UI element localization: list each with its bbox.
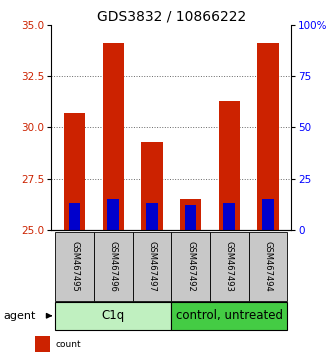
Bar — [223, 204, 235, 230]
Text: GSM467493: GSM467493 — [225, 241, 234, 292]
Bar — [171, 302, 287, 330]
Bar — [171, 232, 210, 301]
Bar — [258, 43, 279, 230]
Bar — [210, 232, 249, 301]
Bar — [133, 232, 171, 301]
Bar — [35, 336, 50, 353]
Bar — [103, 43, 124, 230]
Bar — [55, 302, 171, 330]
Bar — [69, 204, 80, 230]
Text: agent: agent — [3, 311, 36, 321]
Title: GDS3832 / 10866222: GDS3832 / 10866222 — [97, 10, 246, 24]
Bar — [146, 204, 158, 230]
Text: GSM467492: GSM467492 — [186, 241, 195, 292]
Text: control, untreated: control, untreated — [176, 309, 283, 322]
Bar — [180, 199, 201, 230]
Bar — [94, 232, 133, 301]
Bar — [55, 232, 94, 301]
Bar — [141, 142, 163, 230]
Text: GSM467497: GSM467497 — [147, 241, 157, 292]
Text: C1q: C1q — [102, 309, 125, 322]
Text: count: count — [56, 340, 81, 349]
Bar — [262, 199, 274, 230]
Bar — [107, 199, 119, 230]
Bar — [185, 205, 197, 230]
Bar — [249, 232, 287, 301]
Text: GSM467495: GSM467495 — [70, 241, 79, 292]
Bar — [64, 113, 85, 230]
Text: GSM467494: GSM467494 — [263, 241, 272, 292]
Bar — [219, 101, 240, 230]
Text: GSM467496: GSM467496 — [109, 241, 118, 292]
